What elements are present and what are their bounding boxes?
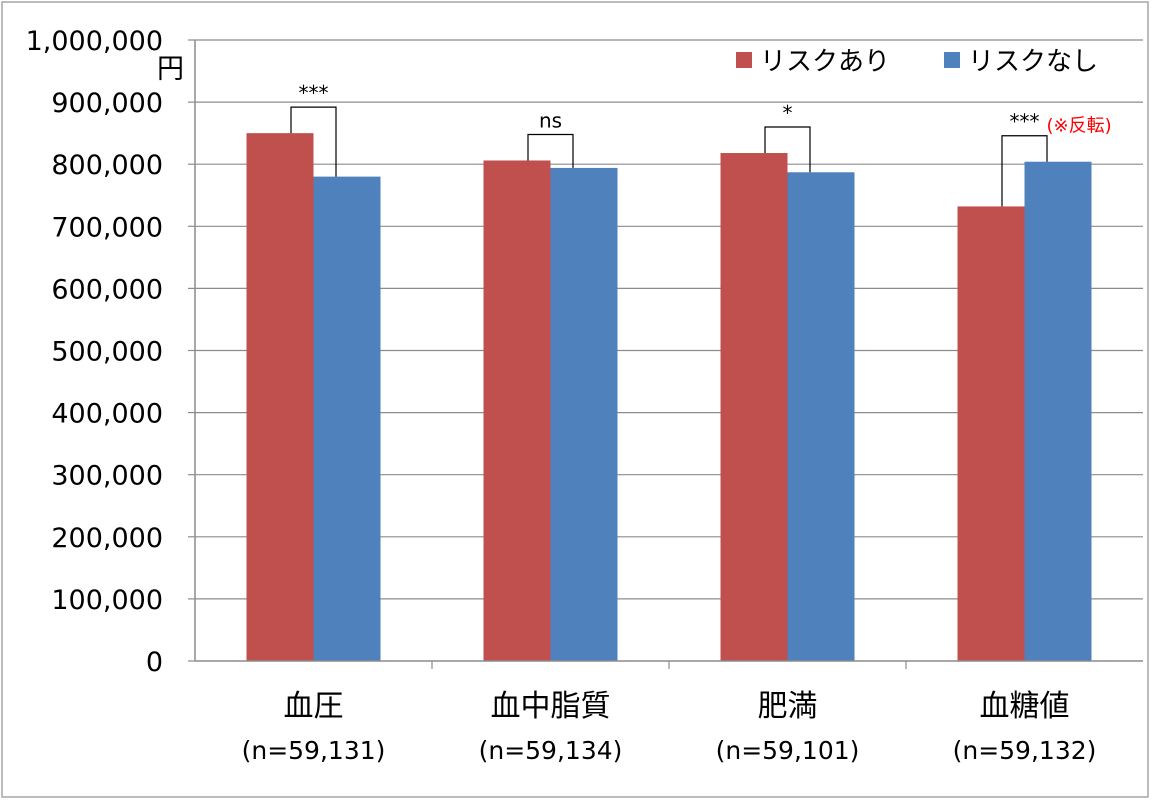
y-tick-label: 700,000 <box>51 212 163 243</box>
bar-norisk-2 <box>787 172 855 661</box>
legend-label-1: リスクなし <box>968 47 1098 77</box>
significance-label: ns <box>539 108 562 132</box>
legend-swatch-0 <box>736 52 752 68</box>
bar-risk-2 <box>720 153 788 661</box>
y-tick-label: 0 <box>146 647 163 678</box>
y-tick-label: 1,000,000 <box>26 26 163 57</box>
significance-bracket <box>290 106 337 177</box>
legend-label-0: リスクあり <box>760 47 890 77</box>
legend: リスクあり リスクなし <box>736 47 1098 77</box>
bar-risk-1 <box>483 160 551 661</box>
significance-bracket <box>764 126 811 173</box>
bar-norisk-3 <box>1024 161 1092 661</box>
y-tick-label: 800,000 <box>51 150 163 181</box>
bar-norisk-0 <box>313 176 381 661</box>
y-tick-label: 200,000 <box>51 523 163 554</box>
x-category-label: 血圧 <box>284 689 344 724</box>
y-tick-label: 300,000 <box>51 461 163 492</box>
x-category-note: (n=59,132) <box>953 736 1097 765</box>
y-tick-label: 500,000 <box>51 337 163 368</box>
x-category-note: (n=59,101) <box>716 736 860 765</box>
y-unit-label: 円 <box>157 54 184 85</box>
significance-label: *** <box>299 81 329 105</box>
x-category-label: 血糖値 <box>980 689 1070 724</box>
bar-risk-3 <box>957 206 1025 662</box>
y-tick-label: 100,000 <box>51 585 163 616</box>
x-category-note: (n=59,131) <box>242 736 386 765</box>
y-tick-label: 900,000 <box>51 88 163 119</box>
significance-brackets: ***ns * *** (※反転) <box>290 81 1112 207</box>
y-tick-label: 400,000 <box>51 399 163 430</box>
bar-norisk-1 <box>550 167 618 661</box>
significance-label: *** <box>1010 110 1040 134</box>
legend-swatch-1 <box>944 52 960 68</box>
axes: 0 100,000 200,000 300,000 400,000 500,000 600,… <box>26 26 1143 765</box>
x-category-note: (n=59,134) <box>479 736 623 765</box>
y-tick-label: 600,000 <box>51 274 163 305</box>
significance-label: * <box>783 101 793 125</box>
significance-note: (※反転) <box>1047 116 1112 137</box>
bar-risk-0 <box>246 133 314 661</box>
significance-bracket <box>527 133 574 168</box>
x-category-label: 肥満 <box>758 689 818 724</box>
significance-bracket <box>1001 135 1048 207</box>
x-category-label: 血中脂質 <box>491 689 611 724</box>
bars <box>246 133 1092 662</box>
